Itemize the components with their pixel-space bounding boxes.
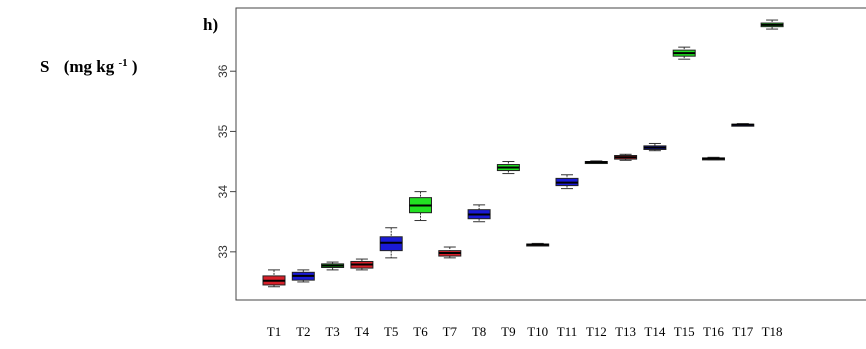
x-tick-label: T11 bbox=[557, 324, 577, 339]
box-t5 bbox=[379, 227, 403, 259]
box-t10 bbox=[526, 242, 550, 247]
box-t1 bbox=[262, 269, 286, 288]
y-tick-label: 36 bbox=[216, 64, 230, 78]
plot-frame bbox=[235, 7, 866, 301]
y-axis-unit-close: ) bbox=[132, 57, 138, 76]
box-t3 bbox=[321, 261, 345, 271]
box-t2 bbox=[291, 269, 315, 283]
y-tick-label: 34 bbox=[216, 185, 230, 199]
box-t12 bbox=[584, 160, 608, 165]
x-tick-label: T6 bbox=[413, 324, 428, 339]
x-axis-labels: T1 T2 T3 T4 T5 T6 T7 T8 T9 T10 T11 T12 T13 T14 T15 T16 T… bbox=[267, 324, 783, 339]
x-tick-label: T14 bbox=[644, 324, 665, 339]
box-t8 bbox=[467, 204, 491, 223]
x-tick-label: T13 bbox=[615, 324, 636, 339]
x-tick-label: T10 bbox=[527, 324, 548, 339]
x-tick-label: T5 bbox=[384, 324, 398, 339]
x-tick-label: T7 bbox=[443, 324, 458, 339]
x-tick-label: T15 bbox=[674, 324, 695, 339]
box-t17 bbox=[731, 123, 755, 127]
y-axis-unit: (mg kg bbox=[64, 57, 115, 76]
box-t7 bbox=[438, 246, 462, 259]
box-t16 bbox=[702, 156, 725, 161]
x-tick-label: T4 bbox=[355, 324, 370, 339]
box-t18 bbox=[760, 19, 784, 30]
box-t14 bbox=[643, 142, 667, 152]
x-tick-label: T16 bbox=[703, 324, 724, 339]
y-axis-label: S (mg kg -1 ) bbox=[40, 51, 138, 76]
y-axis-unit-exponent: -1 bbox=[119, 57, 128, 69]
box-t13 bbox=[614, 153, 638, 161]
box-t9 bbox=[496, 161, 520, 175]
boxes bbox=[262, 19, 784, 288]
panel-label: h) bbox=[203, 15, 218, 34]
x-tick-label: T1 bbox=[267, 324, 281, 339]
y-axis: 33 34 35 36 bbox=[216, 64, 236, 259]
y-axis-variable: S bbox=[40, 57, 49, 76]
x-tick-label: T8 bbox=[472, 324, 486, 339]
box-t4 bbox=[350, 258, 374, 271]
x-tick-label: T18 bbox=[762, 324, 783, 339]
x-tick-label: T12 bbox=[586, 324, 607, 339]
y-tick-label: 35 bbox=[216, 124, 230, 138]
box-t6 bbox=[409, 191, 432, 222]
x-tick-label: T2 bbox=[296, 324, 310, 339]
box-t11 bbox=[555, 174, 579, 190]
x-tick-label: T9 bbox=[501, 324, 515, 339]
x-tick-label: T3 bbox=[325, 324, 339, 339]
x-tick-label: T17 bbox=[732, 324, 753, 339]
y-tick-label: 33 bbox=[216, 245, 230, 259]
box-t15 bbox=[672, 46, 696, 60]
